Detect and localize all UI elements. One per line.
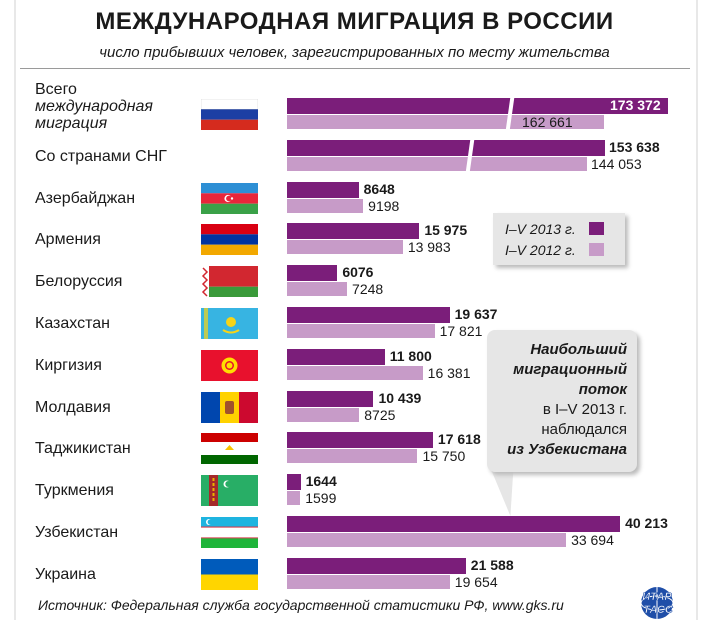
value-2013: 15 975 bbox=[424, 222, 468, 238]
row-label-1: Со странами СНГ bbox=[35, 148, 167, 165]
kyrgyzstan-flag bbox=[201, 350, 258, 381]
row-label-line-3: миграция bbox=[35, 115, 108, 132]
legend-label-2012: I–V 2012 г. bbox=[505, 242, 576, 258]
bar-2013 bbox=[287, 432, 433, 448]
value-2012: 33 694 bbox=[571, 532, 614, 548]
value-2012: 144 053 bbox=[591, 156, 642, 172]
value-2012: 7248 bbox=[352, 281, 384, 297]
bar-2012 bbox=[287, 199, 364, 213]
row-label-11: Украина bbox=[35, 566, 96, 583]
value-2013: 10 439 bbox=[378, 390, 422, 406]
bar-2013 bbox=[287, 223, 420, 239]
bar-2012 bbox=[287, 324, 435, 338]
value-2012: 15 750 bbox=[422, 448, 466, 464]
bar-2012 bbox=[287, 282, 348, 296]
moldova-flag bbox=[201, 392, 258, 423]
bar-2013 bbox=[287, 307, 450, 323]
bar-2013 bbox=[287, 349, 385, 365]
value-2013: 17 618 bbox=[437, 431, 481, 447]
row-label-line-2: международная bbox=[35, 98, 153, 115]
bar-2012 bbox=[287, 449, 418, 463]
bar-2012 bbox=[287, 366, 423, 380]
bar-2012 bbox=[287, 240, 403, 254]
value-2013: 1644 bbox=[305, 473, 337, 489]
russia-flag bbox=[201, 99, 258, 130]
value-2013: 19 637 bbox=[454, 306, 498, 322]
row-label-7: Молдавия bbox=[35, 399, 111, 416]
chart-title: МЕЖДУНАРОДНАЯ МИГРАЦИЯ В РОССИИ bbox=[95, 8, 614, 35]
armenia-flag bbox=[201, 224, 258, 255]
itar-tass-logo: ИТАР ТАСС bbox=[640, 587, 674, 619]
value-2012: 9198 bbox=[368, 198, 400, 214]
uzbekistan-flag bbox=[201, 517, 258, 548]
azerbaijan-flag bbox=[201, 183, 258, 214]
value-2012: 8725 bbox=[364, 407, 396, 423]
callout-note: Наибольший миграционный поток в I–V 2013… bbox=[487, 330, 637, 472]
value-2012: 13 983 bbox=[407, 239, 451, 255]
row-label-4: Белоруссия bbox=[35, 273, 123, 290]
value-2013: 21 588 bbox=[470, 557, 514, 573]
bar-2012 bbox=[287, 575, 450, 589]
row-label-10: Узбекистан bbox=[35, 524, 119, 541]
value-2012: 19 654 bbox=[454, 574, 498, 590]
source-note: Источник: Федеральная служба государстве… bbox=[38, 597, 564, 613]
bar-2012 bbox=[287, 115, 604, 129]
bar-2012 bbox=[287, 408, 360, 422]
callout-line-1: Наибольший bbox=[530, 341, 627, 358]
callout-line-3: поток bbox=[578, 381, 627, 398]
bar-2013 bbox=[287, 391, 374, 407]
row-label-6: Киргизия bbox=[35, 357, 102, 374]
value-2012: 1599 bbox=[305, 490, 337, 506]
bar-2012 bbox=[287, 533, 567, 547]
value-2013: 8648 bbox=[363, 181, 395, 197]
logo-text-top: ИТАР bbox=[642, 591, 672, 603]
chart-frame bbox=[14, 0, 698, 620]
bar-2013 bbox=[287, 558, 466, 574]
bar-2013 bbox=[287, 516, 621, 532]
legend-swatch-2013 bbox=[589, 222, 604, 235]
bar-2013 bbox=[287, 265, 338, 281]
belarus-flag bbox=[201, 266, 258, 297]
ukraine-flag bbox=[201, 559, 258, 590]
row-label-8: Таджикистан bbox=[35, 440, 131, 457]
callout-line-2: миграционный bbox=[513, 361, 627, 378]
legend: I–V 2013 г. I–V 2012 г. bbox=[493, 213, 625, 265]
legend-swatch-2012 bbox=[589, 243, 604, 256]
turkmenistan-flag bbox=[201, 475, 258, 506]
value-2013: 40 213 bbox=[625, 515, 668, 531]
tajikistan-flag bbox=[201, 433, 258, 464]
value-2012: 17 821 bbox=[439, 323, 483, 339]
value-2013: 153 638 bbox=[609, 139, 660, 155]
row-label-line-1: Всего bbox=[35, 81, 77, 98]
row-label-3: Армения bbox=[35, 231, 101, 248]
callout-line-4: в I–V 2013 г. bbox=[542, 401, 627, 418]
kazakhstan-flag bbox=[201, 308, 258, 339]
bar-2012 bbox=[287, 157, 587, 171]
callout-line-5: наблюдался bbox=[541, 421, 627, 438]
title-divider bbox=[20, 68, 690, 69]
bar-2013 bbox=[287, 98, 668, 114]
value-2012: 162 661 bbox=[522, 114, 573, 130]
row-label-9: Туркмения bbox=[35, 482, 114, 499]
logo-text-bottom: ТАСС bbox=[643, 604, 674, 616]
value-2013: 6076 bbox=[342, 264, 374, 280]
callout-line-6: из Узбекистана bbox=[507, 441, 627, 458]
bar-2013 bbox=[287, 140, 605, 156]
chart-subtitle: число прибывших человек, зарегистрирован… bbox=[99, 44, 610, 61]
value-2013: 173 372 bbox=[610, 97, 661, 113]
row-label-5: Казахстан bbox=[35, 315, 110, 332]
row-label-2: Азербайджан bbox=[35, 190, 136, 207]
bar-2012 bbox=[287, 491, 301, 505]
legend-label-2013: I–V 2013 г. bbox=[505, 221, 576, 237]
value-2013: 11 800 bbox=[389, 348, 432, 364]
value-2012: 16 381 bbox=[427, 365, 471, 381]
bar-2013 bbox=[287, 182, 359, 198]
row-label-0: Всего международная миграция bbox=[35, 81, 153, 132]
bar-2013 bbox=[287, 474, 301, 490]
